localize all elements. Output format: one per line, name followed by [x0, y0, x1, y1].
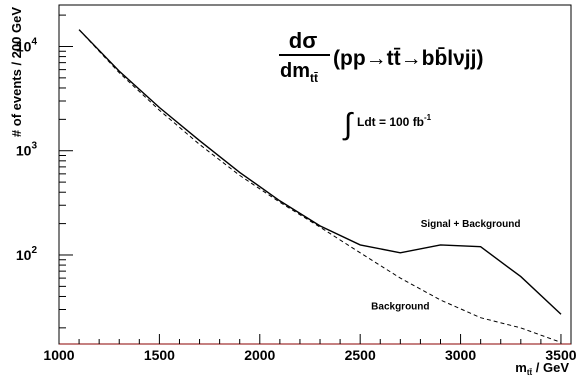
formula-denominator-sub: tt̄ [310, 71, 318, 85]
y-tick-base: 10 [16, 247, 32, 263]
x-axis-title-unit: / GeV [532, 360, 569, 375]
x-tick-label: 2000 [244, 347, 275, 363]
signal-plus-background-line [78, 29, 562, 315]
background-line [78, 29, 562, 343]
x-axis-ticks: 1000 1500 2000 2500 3000 3500 [43, 334, 577, 363]
x-axis-title: mtt̄ / GeV [515, 360, 569, 377]
formula-numerator: dσ [289, 28, 318, 53]
y-tick-exponent: 2 [31, 245, 37, 256]
luminosity-annotation: ∫ Ldt = 100 fb-1 [342, 108, 432, 141]
x-axis-title-main: m [515, 360, 527, 375]
y-tick-base: 10 [16, 143, 32, 159]
series-layer: Signal + Background Background [78, 29, 562, 343]
formula-process: (pp→tt̄→bb̄lνjj) [333, 47, 483, 70]
integral-sign: ∫ [342, 108, 354, 141]
y-tick-base: 10 [16, 38, 32, 54]
luminosity-text: Ldt = 100 fb-1 [357, 113, 432, 129]
y-tick-label: 104 [16, 36, 38, 54]
x-tick-label: 3000 [445, 347, 476, 363]
luminosity-value: Ldt = 100 fb [357, 115, 424, 129]
formula-denominator: dmtt̄ [280, 60, 318, 85]
background-label: Background [371, 301, 429, 312]
y-tick-exponent: 4 [31, 36, 37, 47]
formula-annotation: dσ dmtt̄ (pp→tt̄→bb̄lνjj) [279, 28, 483, 85]
y-tick-label: 102 [16, 245, 38, 263]
x-tick-label: 2500 [345, 347, 376, 363]
x-axis-title-sub: tt̄ [527, 368, 533, 377]
x-tick-label: 1500 [144, 347, 175, 363]
x-tick-label: 3500 [545, 347, 576, 363]
signal-plus-background-label: Signal + Background [421, 219, 521, 230]
y-axis-title: # of events / 200 GeV [9, 7, 24, 137]
formula-denominator-main: dm [280, 60, 310, 82]
y-tick-label: 103 [16, 141, 38, 159]
luminosity-exponent: -1 [424, 113, 432, 122]
x-tick-label: 1000 [43, 347, 74, 363]
y-tick-exponent: 3 [31, 141, 37, 152]
